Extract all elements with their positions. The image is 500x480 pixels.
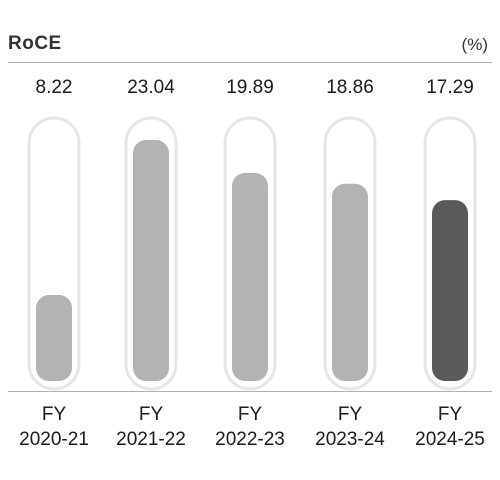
top-rule — [8, 62, 492, 63]
x-tick-label: 2023-24 — [315, 429, 385, 450]
data-label: 8.22 — [36, 77, 73, 98]
data-label: 17.29 — [426, 77, 474, 98]
x-tick-label: FY — [438, 404, 463, 425]
x-tick-label: FY — [42, 404, 67, 425]
bar — [232, 172, 268, 381]
bar — [432, 200, 468, 381]
x-tick-label: 2020-21 — [19, 429, 89, 450]
x-tick-label: 2021-22 — [116, 429, 186, 450]
x-tick-label: FY — [238, 404, 263, 425]
x-tick-label: 2024-25 — [415, 429, 485, 450]
data-label: 18.86 — [326, 77, 374, 98]
data-label: 19.89 — [226, 77, 274, 98]
x-tick-label: 2022-23 — [215, 429, 285, 450]
x-tick-label: FY — [338, 404, 363, 425]
bar — [36, 295, 72, 381]
chart-title: RoCE — [8, 33, 62, 54]
bar — [332, 183, 368, 381]
bar — [133, 140, 169, 381]
x-tick-label: FY — [139, 404, 164, 425]
data-label: 23.04 — [127, 77, 175, 98]
unit-label: (%) — [461, 35, 488, 54]
baseline-rule — [8, 391, 492, 392]
